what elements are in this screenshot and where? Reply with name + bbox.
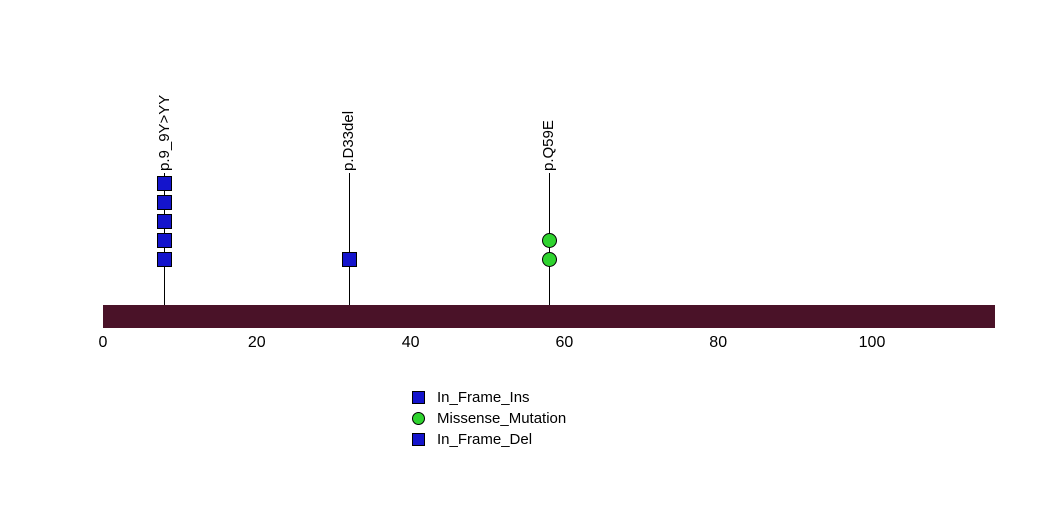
legend-label: Missense_Mutation bbox=[437, 410, 567, 427]
mutation-label: p.9_9Y>YY bbox=[155, 94, 173, 171]
inframe-marker-icon bbox=[157, 252, 173, 267]
x-tick-label: 40 bbox=[401, 334, 420, 351]
legend-item: In_Frame_Ins bbox=[412, 387, 566, 408]
legend-item: In_Frame_Del bbox=[412, 429, 566, 450]
protein-backbone bbox=[103, 305, 996, 328]
mutation-label: p.D33del bbox=[340, 110, 358, 171]
inframe-marker-icon bbox=[157, 233, 173, 248]
inframe-marker-icon bbox=[341, 252, 357, 267]
x-tick-label: 0 bbox=[98, 334, 108, 351]
legend-item: Missense_Mutation bbox=[412, 408, 566, 429]
x-tick-label: 20 bbox=[247, 334, 266, 351]
square-marker-icon bbox=[412, 433, 425, 446]
legend-label: In_Frame_Del bbox=[437, 431, 533, 448]
legend-label: In_Frame_Ins bbox=[437, 389, 530, 406]
x-tick-label: 80 bbox=[709, 334, 728, 351]
inframe-marker-icon bbox=[157, 195, 173, 210]
legend: In_Frame_Ins Missense_Mutation In_Frame_De… bbox=[412, 387, 566, 450]
x-tick-label: 100 bbox=[858, 334, 886, 351]
circle-marker-icon bbox=[412, 412, 425, 425]
mutation-label: p.Q59E bbox=[540, 120, 558, 171]
square-marker-icon bbox=[412, 391, 425, 404]
x-tick-label: 60 bbox=[555, 334, 574, 351]
mutation-stem bbox=[348, 173, 350, 305]
missense-marker-icon bbox=[541, 233, 557, 248]
inframe-marker-icon bbox=[157, 214, 173, 229]
inframe-marker-icon bbox=[157, 176, 173, 191]
missense-marker-icon bbox=[541, 252, 557, 267]
